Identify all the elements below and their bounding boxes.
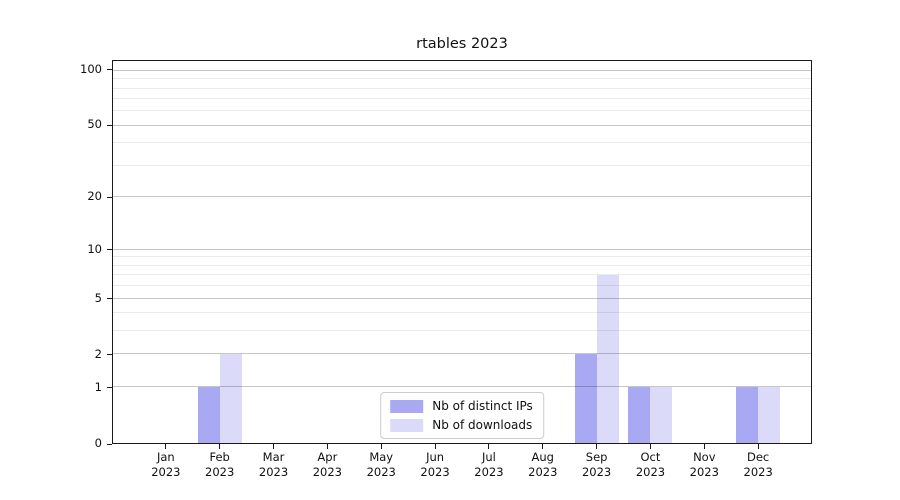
x-tick-mark-apr bbox=[326, 444, 328, 449]
x-tick-label-mar: Mar 2023 bbox=[258, 450, 289, 479]
gridline-minor-3 bbox=[113, 330, 811, 332]
x-tick-mark-jan bbox=[165, 444, 167, 449]
bar-oct-downloads bbox=[650, 387, 673, 443]
y-tick-mark-1 bbox=[107, 387, 112, 389]
x-tick-label-jul: Jul 2023 bbox=[474, 450, 504, 479]
y-tick-mark-10 bbox=[107, 249, 112, 251]
gridline-10 bbox=[113, 248, 811, 250]
gridline-minor-30 bbox=[113, 165, 811, 167]
x-tick-label-dec: Dec 2023 bbox=[743, 450, 773, 479]
x-tick-label-apr: Apr 2023 bbox=[312, 450, 343, 479]
gridline-minor-4 bbox=[113, 312, 811, 314]
bar-dec-distinct-ips bbox=[736, 387, 759, 443]
gridline-minor-6 bbox=[113, 285, 811, 287]
x-tick-label-jun: Jun 2023 bbox=[420, 450, 450, 479]
x-tick-mark-mar bbox=[273, 444, 275, 449]
legend-item-downloads: Nb of downloads bbox=[390, 418, 533, 432]
x-tick-label-nov: Nov 2023 bbox=[689, 450, 719, 479]
y-tick-label-2: 2 bbox=[94, 346, 102, 361]
legend-swatch-downloads bbox=[390, 418, 424, 432]
x-tick-label-jan: Jan 2023 bbox=[151, 450, 181, 479]
gridline-20 bbox=[113, 196, 811, 198]
bar-oct-distinct-ips bbox=[628, 387, 651, 443]
plot-area: Nb of distinct IPs Nb of downloads bbox=[112, 60, 812, 444]
x-tick-mark-feb bbox=[219, 444, 221, 449]
legend-label-downloads: Nb of downloads bbox=[432, 418, 533, 432]
legend: Nb of distinct IPs Nb of downloads bbox=[380, 392, 544, 439]
y-tick-label-50: 50 bbox=[87, 117, 102, 132]
y-tick-label-5: 5 bbox=[94, 290, 102, 305]
x-tick-label-feb: Feb 2023 bbox=[205, 450, 235, 479]
y-tick-label-100: 100 bbox=[80, 61, 102, 76]
gridline-minor-7 bbox=[113, 274, 811, 276]
x-tick-mark-jun bbox=[434, 444, 436, 449]
x-tick-label-sep: Sep 2023 bbox=[581, 450, 612, 479]
legend-swatch-distinct-ips bbox=[390, 399, 424, 413]
x-tick-label-oct: Oct 2023 bbox=[635, 450, 666, 479]
legend-label-distinct-ips: Nb of distinct IPs bbox=[432, 399, 533, 413]
gridline-minor-70 bbox=[113, 98, 811, 100]
y-tick-mark-50 bbox=[107, 124, 112, 126]
x-tick-label-aug: Aug 2023 bbox=[528, 450, 558, 479]
x-tick-mark-sep bbox=[596, 444, 598, 449]
gridline-2 bbox=[113, 353, 811, 355]
x-tick-mark-nov bbox=[703, 444, 705, 449]
x-tick-mark-oct bbox=[649, 444, 651, 449]
y-tick-mark-100 bbox=[107, 69, 112, 71]
gridline-minor-40 bbox=[113, 142, 811, 144]
y-tick-mark-2 bbox=[107, 354, 112, 356]
y-tick-label-20: 20 bbox=[87, 189, 102, 204]
x-tick-mark-aug bbox=[542, 444, 544, 449]
y-tick-label-10: 10 bbox=[87, 241, 102, 256]
gridline-5 bbox=[113, 297, 811, 299]
legend-item-distinct-ips: Nb of distinct IPs bbox=[390, 399, 533, 413]
y-tick-mark-0 bbox=[107, 443, 112, 445]
bar-sep-distinct-ips bbox=[574, 354, 597, 443]
gridline-minor-9 bbox=[113, 256, 811, 258]
gridline-minor-90 bbox=[113, 78, 811, 80]
bar-sep-downloads bbox=[596, 275, 619, 443]
y-tick-label-1: 1 bbox=[94, 379, 102, 394]
y-tick-label-0: 0 bbox=[94, 436, 102, 450]
x-tick-mark-dec bbox=[757, 444, 759, 449]
x-tick-label-may: May 2023 bbox=[366, 450, 396, 479]
bar-feb-downloads bbox=[219, 354, 242, 443]
y-tick-mark-5 bbox=[107, 298, 112, 300]
gridline-minor-8 bbox=[113, 264, 811, 266]
y-tick-mark-20 bbox=[107, 196, 112, 198]
bar-feb-distinct-ips bbox=[197, 387, 220, 443]
bar-dec-downloads bbox=[758, 387, 781, 443]
gridline-100 bbox=[113, 69, 811, 71]
gridline-50 bbox=[113, 124, 811, 126]
x-tick-mark-jul bbox=[488, 444, 490, 449]
chart-title: rtables 2023 bbox=[416, 36, 508, 52]
x-tick-mark-may bbox=[380, 444, 382, 449]
gridline-minor-80 bbox=[113, 87, 811, 89]
gridline-minor-60 bbox=[113, 110, 811, 112]
